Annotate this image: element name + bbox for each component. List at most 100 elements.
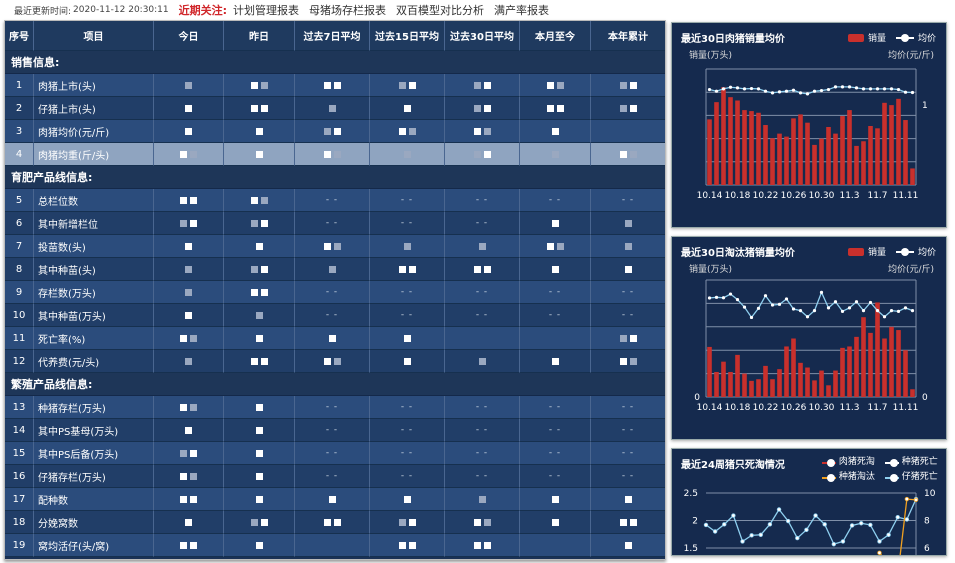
table-row[interactable]: 9 存栏数(万头) - - - - - - - - - - bbox=[5, 281, 665, 304]
table-row[interactable]: 14 其中PS基母(万头) - - - - - - - - - - bbox=[5, 419, 665, 442]
price-point[interactable] bbox=[798, 91, 803, 95]
price-point[interactable] bbox=[735, 86, 740, 90]
price-point[interactable] bbox=[791, 88, 796, 92]
price-point[interactable] bbox=[777, 302, 782, 306]
table-row[interactable]: 15 其中PS后备(万头) - - - - - - - - - - bbox=[5, 442, 665, 465]
bar[interactable] bbox=[868, 126, 873, 185]
bar[interactable] bbox=[819, 138, 824, 185]
table-row[interactable]: 19 窝均活仔(头/窝) bbox=[5, 534, 665, 557]
price-point[interactable] bbox=[875, 87, 880, 91]
table-row[interactable]: 1 肉猪上市(头) bbox=[5, 74, 665, 97]
price-point[interactable] bbox=[854, 300, 859, 304]
table-row[interactable]: 10 其中种苗(万头) - - - - - - - - - - bbox=[5, 304, 665, 327]
bar[interactable] bbox=[903, 120, 908, 185]
table-row[interactable]: 4 肉猪均重(斤/头) bbox=[5, 143, 665, 166]
price-point[interactable] bbox=[903, 90, 908, 94]
price-point[interactable] bbox=[721, 87, 726, 91]
price-point[interactable] bbox=[826, 306, 831, 310]
bar[interactable] bbox=[847, 110, 852, 185]
chart-legend[interactable]: 肉猪死淘 种猪死亡 种猪淘汰 仔猪死亡 bbox=[822, 454, 938, 482]
bar[interactable] bbox=[854, 145, 859, 185]
price-point[interactable] bbox=[896, 309, 901, 313]
bar[interactable] bbox=[861, 141, 866, 185]
bar[interactable] bbox=[889, 326, 894, 397]
table-row[interactable]: 2 仔猪上市(头) bbox=[5, 97, 665, 120]
bar[interactable] bbox=[910, 389, 915, 397]
price-point[interactable] bbox=[707, 296, 712, 300]
price-point[interactable] bbox=[819, 290, 824, 295]
bar[interactable] bbox=[833, 133, 838, 185]
bar[interactable] bbox=[756, 379, 761, 397]
bar[interactable] bbox=[763, 365, 768, 397]
bar[interactable] bbox=[728, 97, 733, 185]
bar[interactable] bbox=[728, 371, 733, 397]
bar[interactable] bbox=[777, 133, 782, 185]
price-point[interactable] bbox=[819, 88, 824, 93]
price-point[interactable] bbox=[882, 87, 887, 91]
table-row[interactable]: 6 其中新增栏位 - - - - - - bbox=[5, 212, 665, 235]
bar[interactable] bbox=[742, 373, 747, 397]
price-point[interactable] bbox=[784, 297, 789, 301]
bar[interactable] bbox=[847, 346, 852, 397]
series-point[interactable] bbox=[831, 541, 837, 547]
series-point[interactable] bbox=[767, 522, 773, 527]
price-point[interactable] bbox=[847, 85, 852, 89]
bar[interactable] bbox=[735, 354, 740, 397]
column-header[interactable]: 昨日 bbox=[224, 21, 295, 51]
chart-legend[interactable]: 销量 均价 bbox=[847, 31, 936, 44]
column-header[interactable]: 本月至今 bbox=[520, 21, 591, 51]
bar[interactable] bbox=[819, 370, 824, 397]
price-point[interactable] bbox=[770, 303, 775, 307]
price-point[interactable] bbox=[826, 87, 831, 92]
table-row[interactable]: 3 肉猪均价(元/斤) bbox=[5, 120, 665, 143]
bar[interactable] bbox=[826, 127, 831, 185]
bar[interactable] bbox=[882, 102, 887, 185]
table-row[interactable]: 18 分娩窝数 bbox=[5, 511, 665, 534]
table-row[interactable]: 8 其中种苗(头) bbox=[5, 258, 665, 281]
series-point[interactable] bbox=[877, 550, 882, 555]
bar[interactable] bbox=[798, 362, 803, 397]
series-point[interactable] bbox=[822, 522, 827, 527]
bar[interactable] bbox=[854, 336, 859, 397]
bar[interactable] bbox=[903, 350, 908, 397]
bar[interactable] bbox=[770, 138, 775, 185]
column-header[interactable]: 过去30日平均 bbox=[445, 21, 520, 51]
series-point[interactable] bbox=[904, 517, 910, 522]
price-point[interactable] bbox=[889, 87, 894, 91]
link-sow-inventory-report[interactable]: 母猪场存栏报表 bbox=[309, 4, 387, 17]
bar[interactable] bbox=[735, 100, 740, 185]
price-point[interactable] bbox=[791, 307, 796, 311]
series-point[interactable] bbox=[795, 535, 800, 541]
price-point[interactable] bbox=[854, 86, 859, 90]
bar[interactable] bbox=[784, 136, 789, 185]
table-row[interactable]: 5 总栏位数 - - - - - - - - - - bbox=[5, 189, 665, 212]
price-point[interactable] bbox=[714, 295, 719, 299]
bar[interactable] bbox=[805, 122, 810, 185]
series-point[interactable] bbox=[776, 507, 782, 512]
series-point[interactable] bbox=[849, 523, 855, 528]
column-header[interactable]: 过去7日平均 bbox=[295, 21, 370, 51]
price-point[interactable] bbox=[714, 89, 719, 93]
column-header[interactable]: 序号 bbox=[5, 21, 34, 51]
bar[interactable] bbox=[798, 114, 803, 185]
price-point[interactable] bbox=[833, 85, 838, 89]
table-row[interactable]: 12 代养费(元/头) bbox=[5, 350, 665, 373]
column-header[interactable]: 今日 bbox=[154, 21, 224, 51]
price-point[interactable] bbox=[798, 309, 803, 313]
bar[interactable] bbox=[805, 367, 810, 397]
price-point[interactable] bbox=[735, 298, 740, 302]
price-point[interactable] bbox=[868, 87, 873, 91]
price-point[interactable] bbox=[812, 89, 817, 93]
series-point[interactable] bbox=[868, 522, 873, 528]
price-point[interactable] bbox=[742, 305, 747, 309]
series-point[interactable] bbox=[703, 522, 709, 528]
series-point[interactable] bbox=[840, 539, 846, 544]
bar[interactable] bbox=[861, 317, 866, 397]
bar[interactable] bbox=[763, 125, 768, 185]
series-point[interactable] bbox=[895, 514, 900, 520]
table-row[interactable]: 17 配种数 bbox=[5, 488, 665, 511]
price-point[interactable] bbox=[861, 87, 866, 91]
bar[interactable] bbox=[812, 144, 817, 185]
link-model-comparison[interactable]: 双百模型对比分析 bbox=[396, 4, 485, 17]
price-point[interactable] bbox=[910, 309, 915, 313]
